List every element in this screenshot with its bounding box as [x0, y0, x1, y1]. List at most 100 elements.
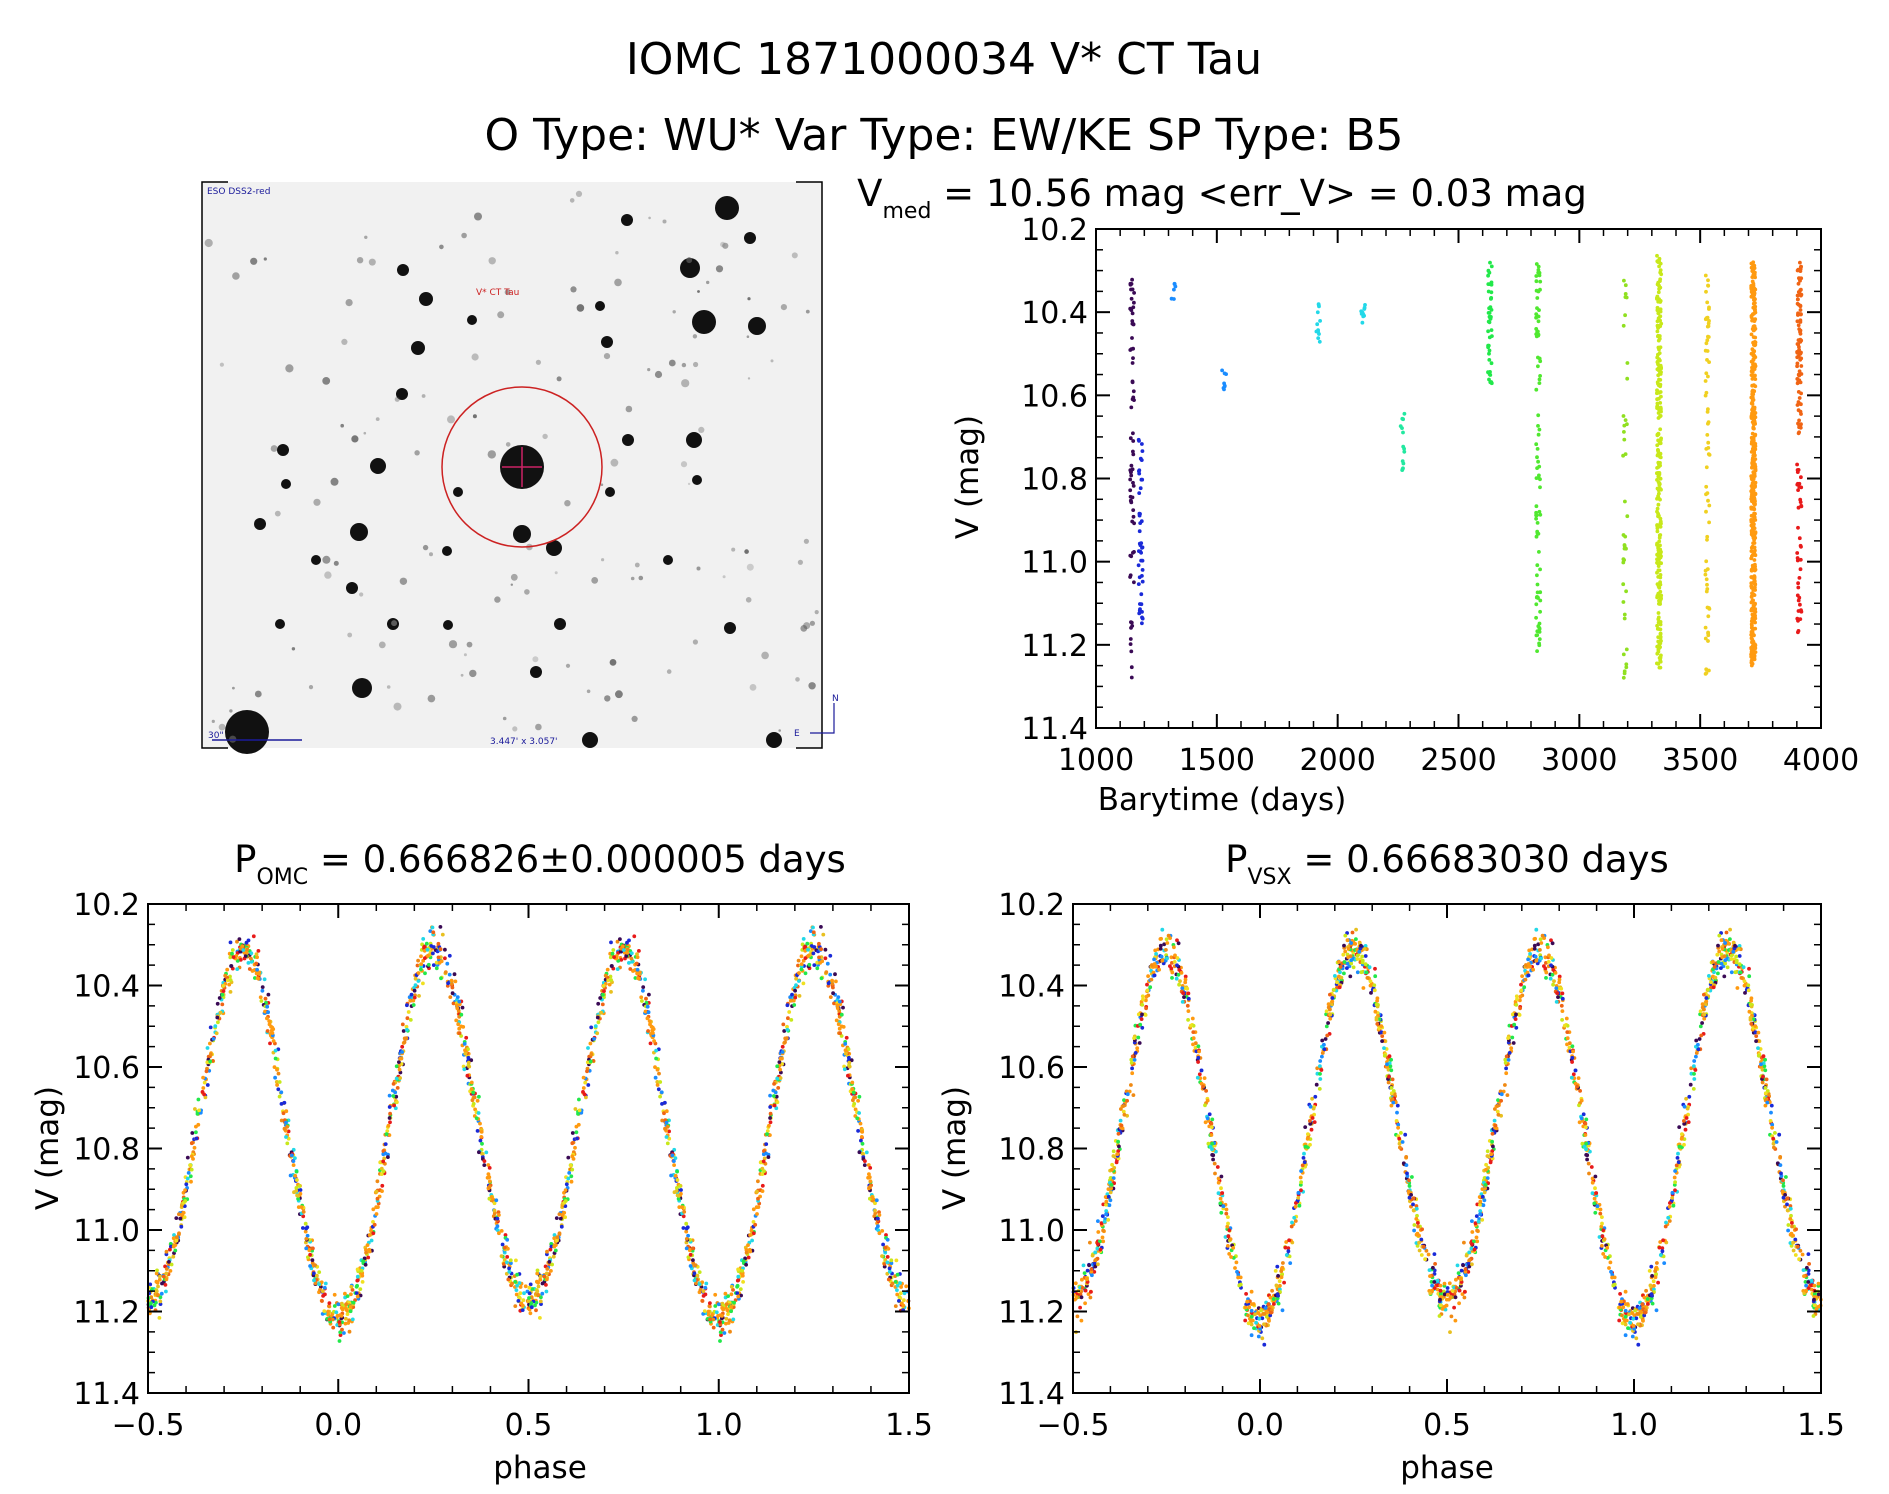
phase-point — [1543, 955, 1548, 960]
phase-point — [1236, 1272, 1241, 1277]
phase-point — [621, 944, 625, 948]
phase-point — [267, 1022, 272, 1027]
phase-point — [1485, 1176, 1490, 1180]
faint-star — [746, 563, 754, 571]
faint-star — [672, 310, 676, 314]
lightcurve-point — [1704, 289, 1708, 294]
phase-point — [545, 1267, 550, 1271]
phase-point — [598, 996, 603, 1000]
lightcurve-point — [1222, 371, 1227, 376]
phase-point — [1549, 956, 1554, 960]
lightcurve-point — [1658, 665, 1663, 670]
phase-point — [154, 1300, 158, 1305]
phase-point — [1195, 1075, 1200, 1080]
phase-point — [405, 1003, 409, 1008]
phase-point — [246, 961, 251, 965]
faint-star — [747, 297, 751, 301]
phase-point — [785, 1027, 790, 1032]
phase-point — [635, 952, 639, 956]
faint-star — [422, 544, 429, 551]
phase-point — [466, 1060, 471, 1065]
phase-point — [706, 1309, 711, 1314]
y-tick-label: 10.2 — [73, 888, 140, 923]
phase-point — [1590, 1176, 1595, 1181]
lightcurve-point — [1704, 371, 1709, 376]
star-33 — [724, 622, 736, 634]
phase-point — [592, 1037, 596, 1041]
phase-point — [1273, 1269, 1278, 1273]
phase-point — [676, 1196, 681, 1201]
lightcurve-point — [1656, 546, 1660, 550]
phase-point — [585, 1069, 589, 1074]
lightcurve-point — [1537, 381, 1542, 385]
lightcurve-point — [1132, 300, 1136, 305]
phase-point — [731, 1288, 735, 1292]
phase-point — [276, 1087, 281, 1092]
phase-point — [1478, 1212, 1482, 1216]
lightcurve-point — [1658, 620, 1663, 624]
phase-point — [450, 991, 455, 996]
lightcurve-point — [1796, 525, 1800, 530]
phase-point — [184, 1182, 189, 1187]
lightcurve-point — [1131, 389, 1136, 394]
phase-point — [424, 941, 429, 946]
faint-star — [447, 415, 455, 424]
phase-point — [729, 1305, 733, 1309]
phase-point — [355, 1274, 360, 1279]
phase-point — [751, 1231, 756, 1236]
phase-point — [748, 1233, 752, 1237]
faint-star — [219, 362, 224, 367]
phase-point — [1585, 1153, 1590, 1158]
phase-point — [265, 1004, 270, 1009]
phase-point — [1228, 1237, 1233, 1241]
phase-point — [1277, 1279, 1282, 1284]
lightcurve-point — [1797, 396, 1802, 400]
phase-point — [654, 1048, 658, 1053]
phase-point — [1226, 1221, 1230, 1226]
phase-point — [885, 1260, 890, 1265]
phase-point — [384, 1132, 389, 1136]
phase-point — [846, 1073, 850, 1078]
phase-point — [507, 1269, 512, 1274]
phase-point — [883, 1245, 888, 1250]
lightcurve-point — [1140, 574, 1144, 578]
lightcurve-point — [1657, 598, 1661, 603]
phase-point — [211, 1037, 216, 1041]
lightcurve-point — [1402, 449, 1407, 454]
phase-point — [876, 1216, 880, 1221]
phase-point — [313, 1281, 318, 1286]
lightcurve-point — [1658, 307, 1663, 312]
lightcurve-point — [1705, 605, 1710, 610]
lightcurve-point — [1359, 312, 1364, 316]
star-37 — [605, 487, 615, 497]
phase-point — [1215, 1165, 1220, 1169]
phase-point — [254, 961, 259, 966]
lightcurve-point — [1659, 521, 1663, 526]
phase-point — [796, 963, 800, 968]
faint-star — [474, 212, 482, 221]
lightcurve-point — [1706, 278, 1710, 283]
figure-title: IOMC 1871000034 V* CT Tau — [626, 34, 1262, 85]
phase-point — [431, 930, 436, 935]
faint-star — [600, 483, 604, 487]
phase-point — [883, 1258, 888, 1262]
phase-point — [338, 1333, 343, 1337]
y-tick-label: 10.2 — [1021, 213, 1088, 248]
figure-subtitle: O Type: WU* Var Type: EW/KE SP Type: B5 — [484, 110, 1403, 161]
phase-point — [793, 995, 798, 1000]
phase-point — [440, 932, 445, 937]
phase-point — [229, 964, 234, 968]
phase-point — [557, 1231, 562, 1236]
lightcurve-point — [1622, 430, 1626, 434]
phase-point — [834, 979, 838, 984]
lightcurve-point — [1749, 549, 1754, 553]
phase-point — [1182, 995, 1186, 999]
phase-point — [1214, 1149, 1218, 1154]
faint-star — [634, 562, 640, 568]
faint-star — [414, 450, 420, 456]
lightcurve-point — [1534, 513, 1539, 518]
phase-point — [244, 950, 249, 955]
phase-point — [647, 992, 651, 997]
phase-point — [549, 1242, 554, 1246]
phase-point — [1153, 948, 1158, 953]
